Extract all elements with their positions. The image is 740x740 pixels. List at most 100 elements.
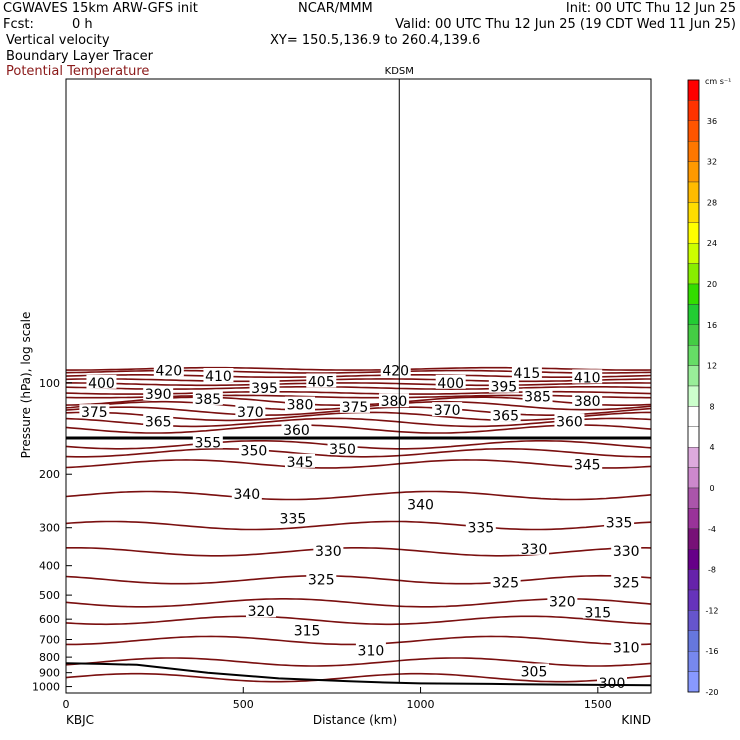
field-boundary-layer-tracer: Boundary Layer Tracer	[6, 49, 153, 64]
contour-label: 380	[381, 394, 408, 410]
colorbar-swatch	[687, 569, 700, 591]
contour-label-bg	[277, 510, 308, 525]
y-tick-label: 100	[39, 377, 60, 390]
contour-label: 325	[492, 576, 519, 592]
agency-label: NCAR/MMM	[298, 1, 373, 16]
colorbar-tick-label: 36	[707, 117, 717, 126]
colorbar-swatch	[687, 222, 700, 244]
contour-label: 345	[574, 458, 601, 474]
contour-label: 365	[492, 408, 519, 424]
contour-label: 390	[145, 387, 172, 403]
contour-label: 335	[280, 512, 307, 528]
colorbar-swatch	[687, 610, 700, 632]
colorbar-tick-label: -16	[705, 647, 718, 656]
colorbar-tick-label: 4	[709, 443, 714, 452]
contour-label: 345	[287, 455, 314, 471]
isentrope-350	[65, 448, 651, 458]
isentrope-420	[65, 369, 652, 374]
colorbar-swatch	[687, 324, 700, 346]
contour-label: 375	[81, 405, 108, 421]
contour-label: 380	[287, 398, 314, 414]
contour-label-bg	[313, 543, 344, 558]
plot-frame	[65, 78, 652, 694]
y-tick-label: 500	[39, 589, 60, 602]
isentrope-405	[66, 382, 651, 387]
colorbar-swatch	[687, 120, 700, 142]
contour-label-bg	[246, 603, 276, 618]
contour-label: 380	[574, 394, 601, 410]
colorbar-swatch	[687, 508, 700, 529]
contour-label-bg	[490, 574, 521, 589]
colorbar-swatch	[687, 140, 700, 162]
contour-label-bg	[519, 540, 549, 555]
contour-label: 310	[358, 643, 385, 659]
y-tick-label: 800	[39, 651, 60, 664]
y-tick-label: 400	[39, 560, 60, 573]
colorbar-tick-label: -4	[708, 525, 716, 534]
contour-label-bg	[572, 369, 603, 384]
contour-label-bg	[86, 374, 117, 389]
contour-label-bg	[327, 440, 358, 455]
contour-label: 330	[613, 544, 640, 560]
contour-label: 410	[574, 370, 601, 386]
colorbar-tick-label: 28	[707, 198, 717, 207]
contour-label-bg	[519, 663, 549, 678]
colorbar-swatch	[687, 426, 700, 448]
contour-label-bg	[292, 622, 323, 637]
colorbar-swatch	[687, 365, 700, 387]
y-tick-label: 1000	[32, 681, 60, 694]
contour-label: 360	[283, 423, 310, 439]
contour-label: 395	[251, 381, 278, 397]
colorbar-swatch	[687, 528, 700, 550]
contour-label: 370	[434, 403, 461, 419]
isentrope-315	[65, 615, 652, 626]
terrain-line	[65, 662, 652, 687]
model-title: CGWAVES 15km ARW-GFS init	[3, 1, 198, 16]
x-tick-label: 500	[233, 698, 254, 711]
contour-label-bg	[582, 604, 613, 619]
isentrope-325	[65, 574, 652, 585]
isentrope-300	[65, 672, 652, 683]
contour-label: 330	[315, 544, 342, 560]
colorbar-swatch	[687, 345, 700, 366]
contour-label-bg	[380, 362, 411, 377]
contour-label-bg	[153, 362, 184, 377]
contour-label: 335	[606, 515, 633, 531]
colorbar-tick-label: -8	[708, 566, 716, 575]
colorbar-tick-label: 32	[707, 158, 717, 167]
colorbar-swatch	[687, 304, 700, 325]
contour-label: 405	[308, 374, 335, 390]
contour-label-bg	[79, 404, 110, 419]
station-right-label: KIND	[621, 713, 651, 727]
contour-label-bg	[572, 393, 603, 408]
contour-label-bg	[285, 396, 315, 411]
contour-label-bg	[235, 404, 266, 419]
y-tick-label: 300	[39, 522, 60, 535]
y-tick-label: 900	[39, 667, 60, 680]
colorbar-swatch	[687, 100, 700, 122]
contour-label: 315	[294, 624, 321, 640]
station-left-label: KBJC	[66, 713, 94, 727]
contour-label-bg	[281, 421, 312, 436]
x-tick-label: 1000	[407, 698, 435, 711]
contour-label-bg	[143, 413, 174, 428]
colorbar-swatch	[687, 447, 700, 468]
colorbar-swatch	[687, 671, 700, 693]
contour-label-bg	[547, 593, 578, 608]
contour-label: 310	[613, 641, 640, 657]
contour-label: 365	[145, 414, 172, 430]
colorbar-swatch	[687, 283, 700, 305]
contour-label-bg	[511, 365, 542, 380]
colorbar-tick-label: -20	[705, 688, 718, 697]
colorbar-swatch	[687, 181, 700, 203]
contour-label: 355	[194, 435, 221, 451]
colorbar-swatch	[687, 630, 700, 652]
contour-label-bg	[203, 368, 234, 383]
contour-label-bg	[306, 571, 337, 586]
isentrope-305	[65, 657, 652, 667]
contour-label-bg	[435, 374, 466, 389]
x-axis-label: Distance (km)	[313, 713, 397, 727]
contour-label-bg	[231, 485, 262, 500]
